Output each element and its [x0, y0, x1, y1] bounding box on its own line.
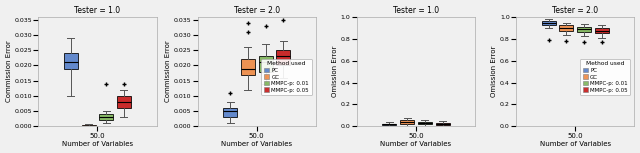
Y-axis label: Omission Error: Omission Error: [492, 46, 497, 97]
Title: Tester = 2.0: Tester = 2.0: [552, 6, 598, 15]
Legend: PC, GC, MMPC-p: 0.01, MMPC-p: 0.05: PC, GC, MMPC-p: 0.01, MMPC-p: 0.05: [262, 59, 312, 95]
Y-axis label: Commission Error: Commission Error: [165, 41, 171, 103]
X-axis label: Number of Variables: Number of Variables: [540, 141, 611, 147]
Y-axis label: Omission Error: Omission Error: [332, 46, 338, 97]
Legend: PC, GC, MMPC-p: 0.01, MMPC-p: 0.05: PC, GC, MMPC-p: 0.01, MMPC-p: 0.05: [580, 59, 630, 95]
X-axis label: Number of Variables: Number of Variables: [221, 141, 292, 147]
X-axis label: Number of Variables: Number of Variables: [380, 141, 452, 147]
PathPatch shape: [595, 28, 609, 33]
PathPatch shape: [223, 108, 237, 117]
Title: Tester = 1.0: Tester = 1.0: [393, 6, 439, 15]
PathPatch shape: [117, 96, 131, 108]
PathPatch shape: [559, 26, 573, 31]
Y-axis label: Commission Error: Commission Error: [6, 41, 12, 103]
PathPatch shape: [400, 120, 414, 124]
PathPatch shape: [64, 53, 78, 69]
PathPatch shape: [383, 124, 396, 125]
PathPatch shape: [541, 21, 556, 26]
PathPatch shape: [418, 122, 432, 124]
PathPatch shape: [81, 125, 95, 126]
Title: Tester = 2.0: Tester = 2.0: [234, 6, 280, 15]
Title: Tester = 1.0: Tester = 1.0: [74, 6, 120, 15]
PathPatch shape: [276, 50, 290, 65]
PathPatch shape: [241, 59, 255, 75]
PathPatch shape: [577, 27, 591, 32]
PathPatch shape: [436, 123, 449, 125]
PathPatch shape: [259, 56, 273, 72]
PathPatch shape: [99, 114, 113, 120]
X-axis label: Number of Variables: Number of Variables: [62, 141, 133, 147]
